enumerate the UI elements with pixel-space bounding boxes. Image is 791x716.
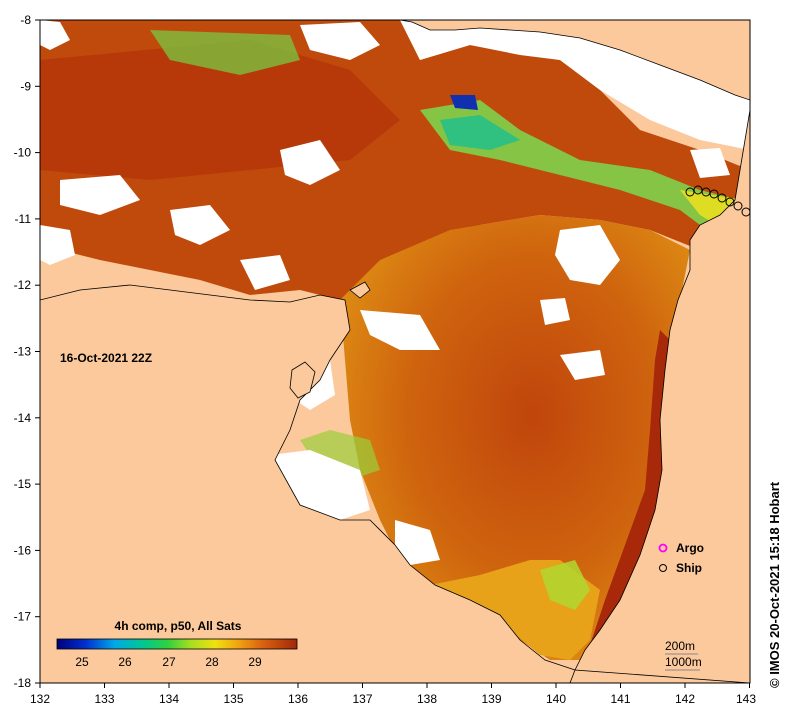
marker-legend: Argo Ship <box>658 541 704 575</box>
colorbar-tick: 28 <box>205 655 219 669</box>
y-tick-label: -11 <box>15 212 32 226</box>
colorbar-legend: 4h comp, p50, All Sats 25 26 27 28 29 <box>56 619 298 669</box>
x-tick-label: 137 <box>352 692 372 706</box>
x-tick-label: 133 <box>94 692 114 706</box>
x-tick-label: 140 <box>546 692 566 706</box>
colorbar-tick: 27 <box>162 655 176 669</box>
y-tick-label: -15 <box>14 477 32 491</box>
land-masses <box>40 20 750 683</box>
y-tick-label: -16 <box>14 543 32 557</box>
colorbar-title: 4h comp, p50, All Sats <box>115 619 242 633</box>
colorbar-tick: 25 <box>75 655 89 669</box>
groote-eylandt <box>289 361 316 399</box>
colorbar <box>56 638 298 650</box>
x-tick-label: 143 <box>736 692 756 706</box>
y-tick-label: -13 <box>14 345 32 359</box>
y-tick-label: -12 <box>14 278 32 292</box>
wessel-island <box>349 281 371 299</box>
green-patch <box>540 560 590 610</box>
credit-text: © IMOS 20-Oct-2021 15:18 Hobart <box>767 481 782 688</box>
x-tick-label: 136 <box>288 692 308 706</box>
x-tick-label: 134 <box>159 692 179 706</box>
east-coastal-band <box>590 330 670 650</box>
y-tick-label: -14 <box>14 411 32 425</box>
depth-200-label: 200m <box>665 639 695 653</box>
ship-marker-icon <box>659 564 667 572</box>
north-blue-patch <box>450 95 478 110</box>
arnhem-land <box>40 284 576 683</box>
top-left-green <box>150 30 300 75</box>
argo-marker-icon <box>658 543 668 553</box>
ship-label: Ship <box>676 561 702 575</box>
new-guinea <box>399 20 750 101</box>
colorbar-tick: 26 <box>118 655 132 669</box>
depth-1000-label: 1000m <box>665 655 702 669</box>
cloud-cover <box>40 20 750 565</box>
date-label: 16-Oct-2021 22Z <box>60 351 152 365</box>
argo-label: Argo <box>676 541 704 555</box>
x-axis-labels: 132 133 134 135 136 137 138 139 140 141 … <box>30 692 756 706</box>
ship-markers <box>685 185 750 217</box>
y-axis-labels: -8 -9 -10 -11 -12 -13 -14 -15 -16 -17 -1… <box>14 13 32 690</box>
x-tick-label: 141 <box>610 692 630 706</box>
y-tick-label: -18 <box>14 676 32 690</box>
x-tick-label: 139 <box>481 692 501 706</box>
colorbar-tick: 29 <box>248 655 262 669</box>
tick-marks <box>35 19 750 688</box>
x-tick-label: 142 <box>675 692 695 706</box>
y-tick-label: -8 <box>20 13 31 27</box>
x-tick-label: 135 <box>223 692 243 706</box>
x-tick-label: 138 <box>417 692 437 706</box>
y-tick-label: -17 <box>14 610 32 624</box>
y-tick-label: -9 <box>20 79 31 93</box>
x-tick-label: 132 <box>30 692 50 706</box>
cape-york <box>574 109 750 683</box>
north-cyan-patch <box>440 115 520 150</box>
depth-legend: 200m 1000m <box>665 639 702 671</box>
y-tick-label: -10 <box>14 146 32 160</box>
